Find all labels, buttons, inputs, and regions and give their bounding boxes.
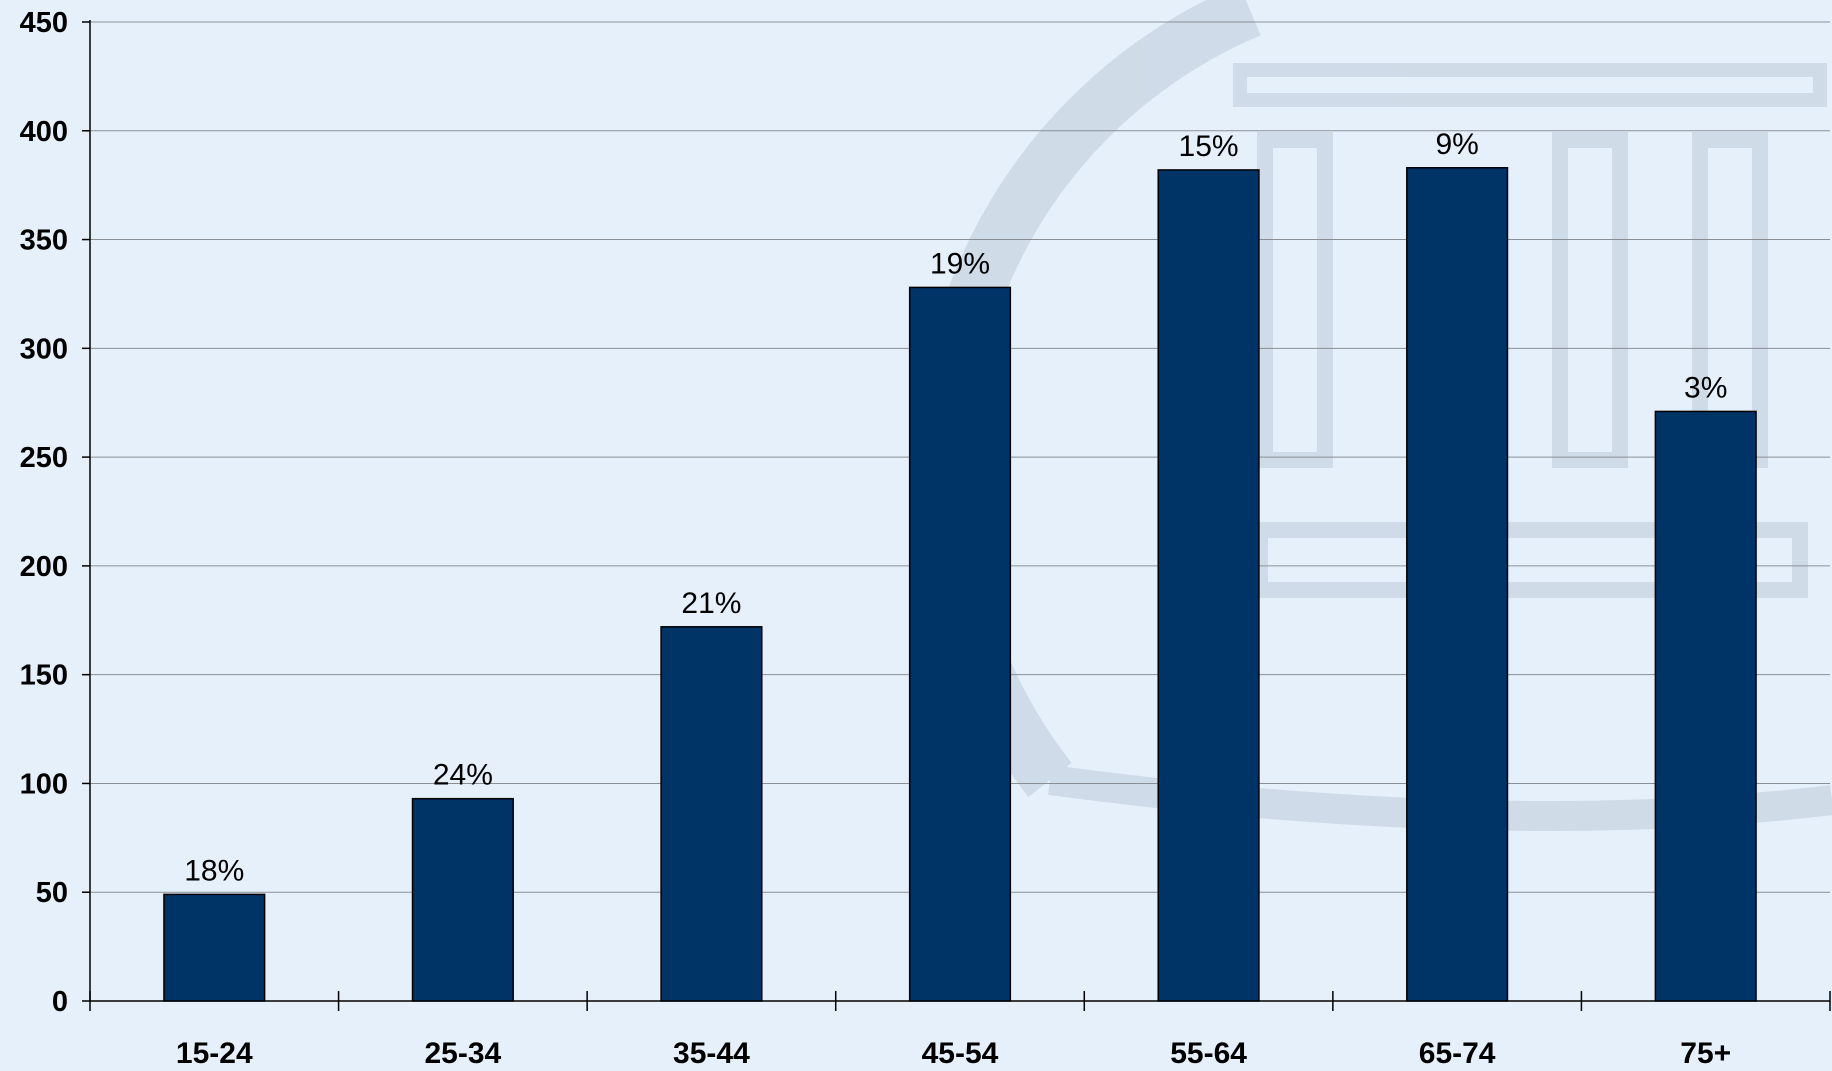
bar-55-64 bbox=[1157, 169, 1260, 1002]
bar-75+ bbox=[1654, 410, 1757, 1002]
data-label: 3% bbox=[1684, 371, 1727, 404]
bar-45-54 bbox=[908, 286, 1012, 1002]
bar-15-24 bbox=[163, 893, 266, 1002]
y-tick-label: 150 bbox=[20, 660, 68, 692]
x-tick-label: 75+ bbox=[1680, 1037, 1731, 1070]
bar-25-34 bbox=[411, 797, 514, 1002]
y-tick-label: 350 bbox=[20, 225, 68, 257]
data-label: 18% bbox=[184, 854, 244, 887]
y-tick-label: 200 bbox=[20, 551, 68, 583]
y-tick-label: 300 bbox=[20, 333, 68, 365]
bar-35-44 bbox=[660, 626, 763, 1002]
x-tick-label: 55-64 bbox=[1170, 1037, 1247, 1070]
x-tick-label: 45-54 bbox=[922, 1037, 999, 1070]
bar-65-74 bbox=[1406, 167, 1509, 1002]
data-label: 9% bbox=[1435, 128, 1478, 161]
data-label: 19% bbox=[930, 247, 990, 280]
x-tick-label: 35-44 bbox=[673, 1037, 750, 1070]
data-label: 24% bbox=[433, 759, 493, 792]
y-tick-label: 100 bbox=[20, 768, 68, 800]
bars bbox=[163, 167, 1757, 1002]
data-label: 15% bbox=[1179, 130, 1239, 163]
data-label: 21% bbox=[681, 587, 741, 620]
y-tick-label: 450 bbox=[20, 7, 68, 39]
y-tick-label: 50 bbox=[36, 877, 68, 909]
x-axis-tick-labels: 15-24 25-34 35-44 45-54 55-64 65-74 75+ bbox=[176, 1037, 1731, 1070]
x-tick-label: 65-74 bbox=[1419, 1037, 1496, 1070]
x-tick-label: 25-34 bbox=[424, 1037, 501, 1070]
x-tick-label: 15-24 bbox=[176, 1037, 253, 1070]
y-tick-label: 400 bbox=[20, 116, 68, 148]
y-tick-label: 0 bbox=[52, 986, 68, 1018]
y-tick-label: 250 bbox=[20, 442, 68, 474]
y-axis-tick-labels: 0 50 100 150 200 250 300 350 400 450 bbox=[20, 7, 68, 1018]
data-labels: 18% 24% 21% 19% 15% 9% 3% bbox=[184, 128, 1727, 888]
